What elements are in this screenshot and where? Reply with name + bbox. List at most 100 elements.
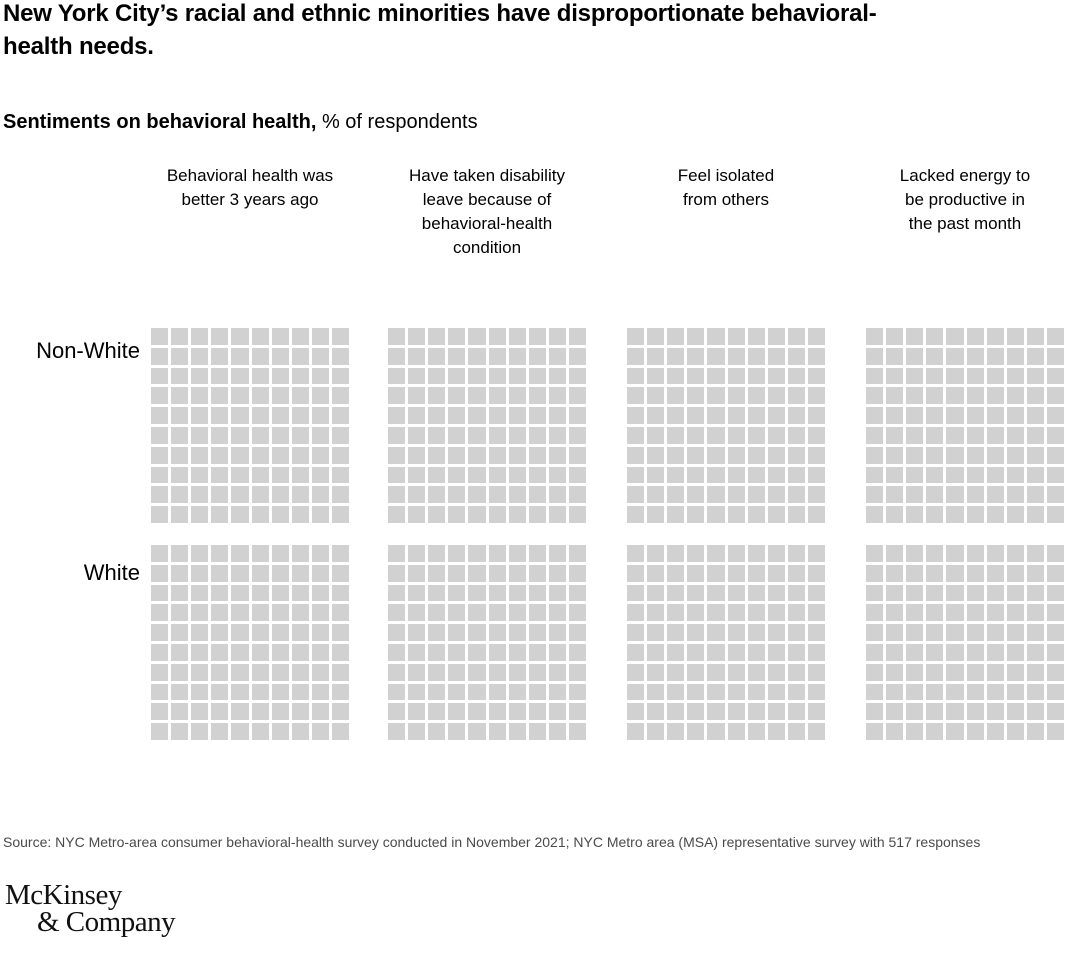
waffle-square [408,584,426,602]
waffle-square [866,486,884,504]
waffle-square [291,564,309,582]
waffle-square [528,328,546,345]
waffle-square [388,723,406,740]
waffle-square [568,624,586,641]
waffle-square [807,506,825,523]
waffle-square [191,367,209,385]
waffle-square [191,328,209,345]
waffle-square [627,584,645,602]
waffle-square [627,367,645,385]
waffle-square [508,624,526,641]
waffle-square [627,486,645,504]
waffle-square [271,446,289,464]
waffle-square [488,663,506,681]
waffle-square [807,624,825,641]
waffle-square [231,466,249,484]
waffle-square [647,506,665,523]
mckinsey-logo: McKinsey & Company [5,881,176,938]
waffle-square [767,426,785,444]
waffle-square [191,723,209,740]
waffle-square [807,466,825,484]
waffle-square [271,723,289,740]
waffle-square [787,564,805,582]
waffle-square [627,723,645,740]
waffle-square [767,584,785,602]
waffle-square [667,328,685,345]
waffle-square [271,604,289,622]
waffle-square [231,387,249,405]
waffle-square [151,703,169,721]
waffle-square [151,347,169,365]
waffle-square [886,545,904,562]
waffle-square [388,367,406,385]
waffle-square [528,446,546,464]
waffle-square [866,604,884,622]
waffle-square [886,466,904,484]
waffle-square [331,703,349,721]
waffle-square [1006,466,1024,484]
waffle-square [807,446,825,464]
waffle-square [667,347,685,365]
waffle-square [886,643,904,661]
waffle-square [1006,703,1024,721]
waffle-square [767,564,785,582]
waffle-square [388,347,406,365]
waffle-square [448,545,466,562]
waffle-square [906,703,924,721]
waffle-square [1006,584,1024,602]
waffle-square [886,604,904,622]
waffle-square [251,466,269,484]
logo-line-2: & Company [37,906,176,938]
waffle-square [767,367,785,385]
waffle-square [926,723,944,740]
waffle-square [271,407,289,424]
waffle-square [568,723,586,740]
waffle-square [1026,723,1044,740]
waffle-square [707,328,725,345]
waffle-square [408,506,426,523]
waffle-square [906,624,924,641]
waffle-square [1026,663,1044,681]
waffle-square [866,584,884,602]
waffle-square [767,387,785,405]
waffle-square [231,506,249,523]
waffle-square [428,466,446,484]
waffle-square [647,564,665,582]
waffle-square [211,723,229,740]
waffle-square [211,426,229,444]
waffle-square [191,486,209,504]
waffle-square [1006,624,1024,641]
waffle-square [866,643,884,661]
waffle-square [807,703,825,721]
waffle-square [787,486,805,504]
waffle-square [707,387,725,405]
waffle-square [886,584,904,602]
waffle-square [291,624,309,641]
waffle-square [171,446,189,464]
waffle-square [966,604,984,622]
waffle-square [727,643,745,661]
waffle-square [627,624,645,641]
waffle-square [528,584,546,602]
waffle-square [468,407,486,424]
waffle-square [946,545,964,562]
waffle-square [926,604,944,622]
waffle-square [528,486,546,504]
waffle-square [428,328,446,345]
waffle-square [488,683,506,701]
waffle-square [408,624,426,641]
waffle-square [528,466,546,484]
column-header-lacked-energy: Lacked energy to be productive in the pa… [899,166,1031,233]
waffle-square [211,584,229,602]
waffle-square [548,723,566,740]
waffle-square [707,347,725,365]
waffle-square [1006,347,1024,365]
waffle-square [291,584,309,602]
waffle-square [171,624,189,641]
waffle-square [468,367,486,385]
waffle-square [448,604,466,622]
waffle-square [906,663,924,681]
waffle-square [1006,387,1024,405]
waffle-square [171,643,189,661]
waffle-square [986,545,1004,562]
